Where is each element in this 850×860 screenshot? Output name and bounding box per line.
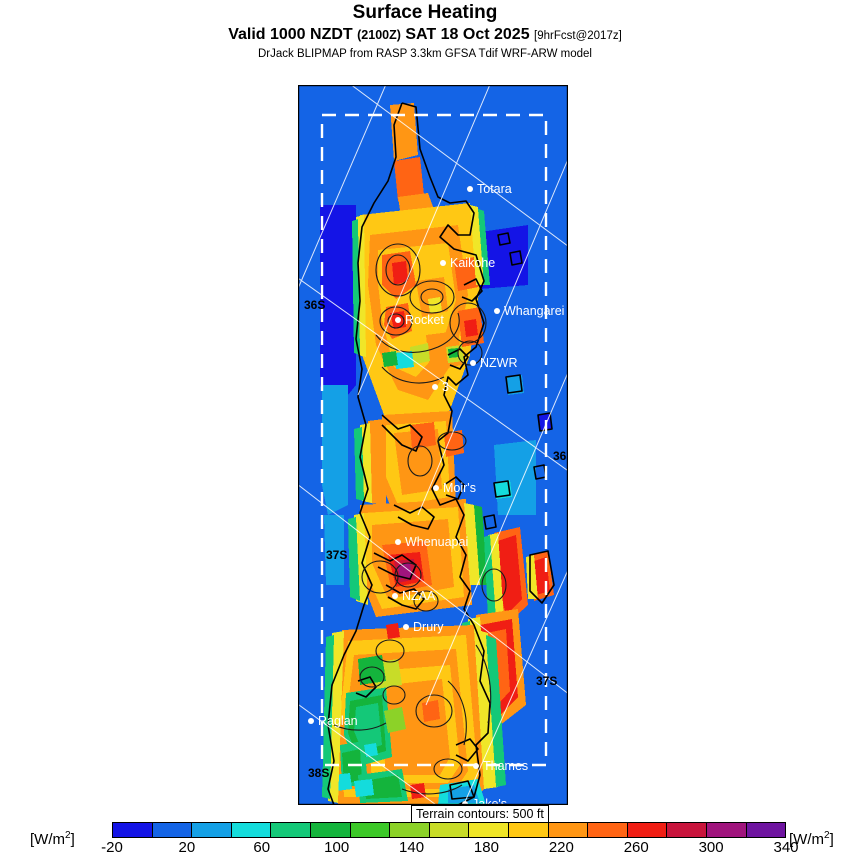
unit-text: [W/m [30, 831, 65, 848]
valid-time-utc: (2100Z) [357, 28, 401, 42]
station-label: NZAA [402, 589, 436, 603]
colorbar-tick-label: -20 [101, 839, 123, 856]
surface-heating-map: 173E 35S 36S 36S 37S 37S 38S Totara Kaik… [298, 85, 568, 805]
graticule-label: 173E [386, 85, 414, 88]
station-marker[interactable]: Kaikohe [440, 256, 495, 270]
unit-bracket: ] [829, 831, 834, 848]
station-label: 3 [442, 380, 449, 394]
station-label: Kaikohe [450, 256, 495, 270]
station-marker[interactable]: 3 [432, 380, 449, 394]
station-label: NZWR [480, 356, 518, 370]
colorbar-tick-label: 300 [698, 839, 724, 856]
colorbar-swatch [270, 823, 310, 837]
station-label: Whangarei [504, 304, 564, 318]
station-marker[interactable]: NZWR [470, 356, 518, 370]
valid-time-prefix: Valid 1000 NZDT [228, 26, 353, 43]
colorbar-tick-label: 180 [473, 839, 499, 856]
colorbar-unit-left: [W/m2] [30, 830, 75, 848]
colorbar-unit-right: [W/m2] [789, 830, 834, 848]
heating-field [320, 103, 554, 805]
station-label: Drury [413, 620, 444, 634]
station-marker[interactable]: Raglan [308, 714, 358, 728]
colorbar-swatch [666, 823, 706, 837]
station-marker[interactable]: Moir's [433, 481, 476, 495]
colorbar-swatch [151, 823, 192, 837]
station-marker[interactable]: Totara [467, 182, 512, 196]
colorbar: [W/m2] [W/m2] -20 20 60 100 140 180 220 260 300 3… [0, 818, 850, 860]
station-label: Moir's [443, 481, 476, 495]
map-frame [298, 85, 568, 805]
colorbar-tick-label: 60 [253, 839, 271, 856]
station-marker[interactable]: Drury [403, 620, 444, 634]
colorbar-swatch [705, 823, 746, 837]
graticule-label: 38S [308, 766, 329, 780]
station-marker[interactable]: Whangarei [494, 304, 564, 318]
forecast-tag: [9hrFcst@2017z] [534, 30, 622, 42]
model-description: DrJack BLIPMAP from RASP 3.3km GFSA Tdif… [257, 48, 592, 60]
colorbar-swatch [389, 823, 429, 837]
colorbar-tick-label: 260 [623, 839, 649, 856]
valid-date: SAT 18 Oct 2025 [405, 26, 530, 43]
unit-text: [W/m [789, 831, 824, 848]
unit-superscript: 2 [65, 830, 71, 841]
station-marker[interactable]: Whenuapai [395, 535, 468, 549]
map-panel: 173E 35S 36S 36S 37S 37S 38S Totara Kaik… [298, 85, 568, 805]
colorbar-swatch [309, 823, 350, 837]
terrain-contours [333, 243, 507, 795]
station-marker[interactable]: Rocket [395, 313, 444, 327]
unit-superscript: 2 [824, 830, 830, 841]
colorbar-ticklabels: -20 20 60 100 140 180 220 260 300 340 [101, 839, 798, 859]
graticule-labels: 173E 35S 36S 36S 37S 37S 38S [304, 85, 568, 780]
station-label: Whenuapai [405, 535, 468, 549]
page-title: Surface Heating [352, 2, 498, 23]
graticule-label: 36S [304, 298, 325, 312]
colorbar-swatch [745, 823, 786, 837]
colorbar-tick-label: 140 [399, 839, 425, 856]
graticule [298, 85, 568, 805]
graticule-label: 37S [536, 674, 557, 688]
header: Surface Heating Valid 1000 NZDT (2100Z) … [0, 0, 850, 61]
valid-time-line: Valid 1000 NZDT (2100Z) SAT 18 Oct 2025 … [0, 25, 850, 46]
map-content: 173E 35S 36S 36S 37S 37S 38S Totara Kaik… [298, 85, 568, 805]
colorbar-swatch [587, 823, 627, 837]
colorbar-tick-label: 220 [548, 839, 574, 856]
colorbar-swatch [230, 823, 271, 837]
colorbar-gradient [112, 822, 786, 838]
graticule-label: 37S [326, 548, 347, 562]
colorbar-tick-label: 100 [324, 839, 350, 856]
station-markers: Totara Kaikohe 3 Whangarei Rocket NZWR [308, 182, 564, 805]
station-marker[interactable]: NZAA [392, 589, 436, 603]
colorbar-swatch [547, 823, 588, 837]
colorbar-swatch [113, 823, 152, 837]
station-label: Totara [477, 182, 512, 196]
colorbar-swatch [468, 823, 508, 837]
graticule-label: 36S [553, 449, 568, 463]
station-label: Jake's [472, 797, 507, 805]
colorbar-tick-label: 340 [773, 839, 799, 856]
colorbar-swatch [191, 823, 231, 837]
colorbar-swatch [507, 823, 548, 837]
station-marker[interactable]: Thames [473, 759, 528, 773]
station-label: Rocket [405, 313, 444, 327]
colorbar-swatch [428, 823, 469, 837]
colorbar-swatch [349, 823, 390, 837]
coastline [327, 102, 555, 805]
station-label: Raglan [318, 714, 358, 728]
unit-bracket: ] [70, 831, 75, 848]
colorbar-tick-label: 20 [178, 839, 196, 856]
colorbar-swatch [626, 823, 667, 837]
station-label: Thames [483, 759, 528, 773]
